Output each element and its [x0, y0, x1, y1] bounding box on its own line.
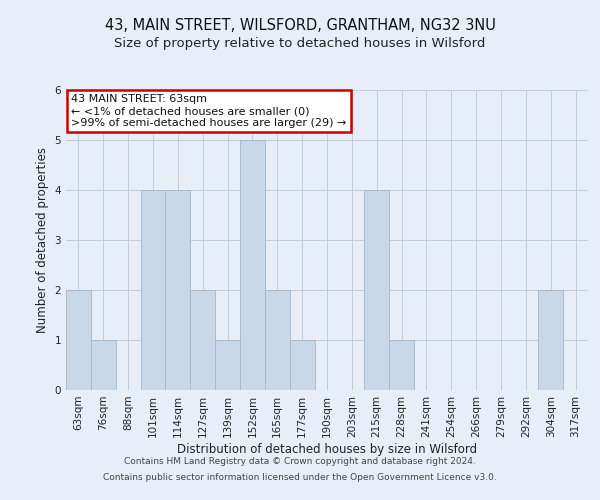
Bar: [364, 190, 389, 390]
Bar: [538, 290, 563, 390]
Text: 43 MAIN STREET: 63sqm
← <1% of detached houses are smaller (0)
>99% of semi-deta: 43 MAIN STREET: 63sqm ← <1% of detached …: [71, 94, 347, 128]
Bar: [389, 340, 414, 390]
Bar: [66, 290, 91, 390]
Text: Contains HM Land Registry data © Crown copyright and database right 2024.: Contains HM Land Registry data © Crown c…: [124, 458, 476, 466]
Bar: [290, 340, 314, 390]
Bar: [265, 290, 290, 390]
Bar: [240, 140, 265, 390]
Text: Size of property relative to detached houses in Wilsford: Size of property relative to detached ho…: [115, 38, 485, 51]
Bar: [91, 340, 116, 390]
Text: 43, MAIN STREET, WILSFORD, GRANTHAM, NG32 3NU: 43, MAIN STREET, WILSFORD, GRANTHAM, NG3…: [104, 18, 496, 32]
Text: Contains public sector information licensed under the Open Government Licence v3: Contains public sector information licen…: [103, 472, 497, 482]
Bar: [190, 290, 215, 390]
Bar: [166, 190, 190, 390]
Bar: [215, 340, 240, 390]
X-axis label: Distribution of detached houses by size in Wilsford: Distribution of detached houses by size …: [177, 442, 477, 456]
Y-axis label: Number of detached properties: Number of detached properties: [36, 147, 49, 333]
Bar: [140, 190, 166, 390]
